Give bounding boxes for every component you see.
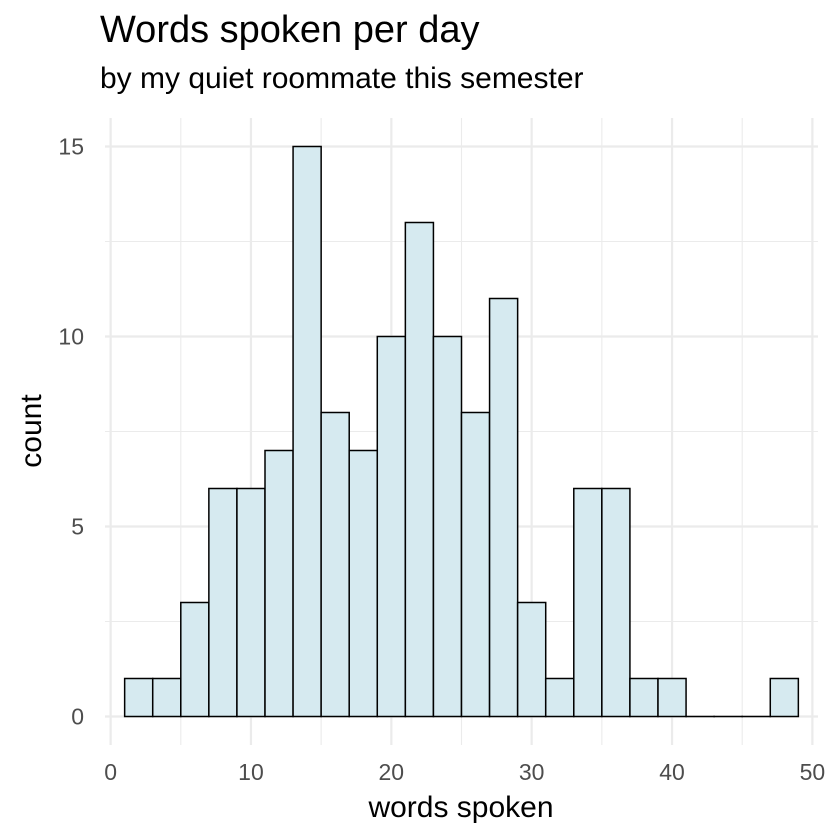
histogram-bars (123, 145, 800, 718)
y-tick-label: 15 (58, 134, 84, 160)
histogram-bar (769, 677, 800, 718)
histogram-bar (573, 487, 603, 718)
histogram-bar (264, 449, 294, 718)
histogram-bar (180, 601, 210, 718)
histogram-bar (151, 677, 182, 718)
x-tick-label: 10 (238, 759, 264, 785)
histogram-bar (376, 335, 407, 718)
histogram-bar (292, 145, 322, 718)
histogram-bar (123, 677, 154, 718)
histogram-bar (601, 487, 631, 718)
x-tick-label: 30 (519, 759, 545, 785)
histogram-bar (460, 411, 491, 718)
histogram-bar (320, 411, 350, 718)
x-axis-ticks: 0 10 20 30 40 50 (104, 759, 825, 785)
histogram-bar (657, 677, 687, 718)
chart-subtitle: by my quiet roommate this semester (100, 62, 584, 95)
x-tick-label: 20 (379, 759, 405, 785)
histogram-bar (404, 221, 435, 718)
x-axis-title: words spoken (367, 791, 553, 824)
chart-title: Words spoken per day (100, 9, 480, 51)
histogram-bar (544, 677, 575, 718)
y-axis-ticks: 0 5 10 15 (58, 134, 84, 730)
y-axis-title: count (15, 394, 48, 468)
histogram-bar (348, 449, 379, 718)
x-tick-label: 50 (800, 759, 826, 785)
x-tick-label: 40 (659, 759, 685, 785)
histogram-bar (236, 487, 266, 718)
y-tick-label: 10 (58, 324, 84, 350)
histogram-bar (516, 601, 547, 718)
histogram-bar (488, 297, 519, 718)
histogram-bar (432, 335, 463, 718)
histogram-bar (208, 487, 238, 718)
x-tick-label: 0 (104, 759, 117, 785)
histogram-bar (629, 677, 659, 718)
y-tick-label: 5 (71, 514, 84, 540)
y-tick-label: 0 (71, 704, 84, 730)
